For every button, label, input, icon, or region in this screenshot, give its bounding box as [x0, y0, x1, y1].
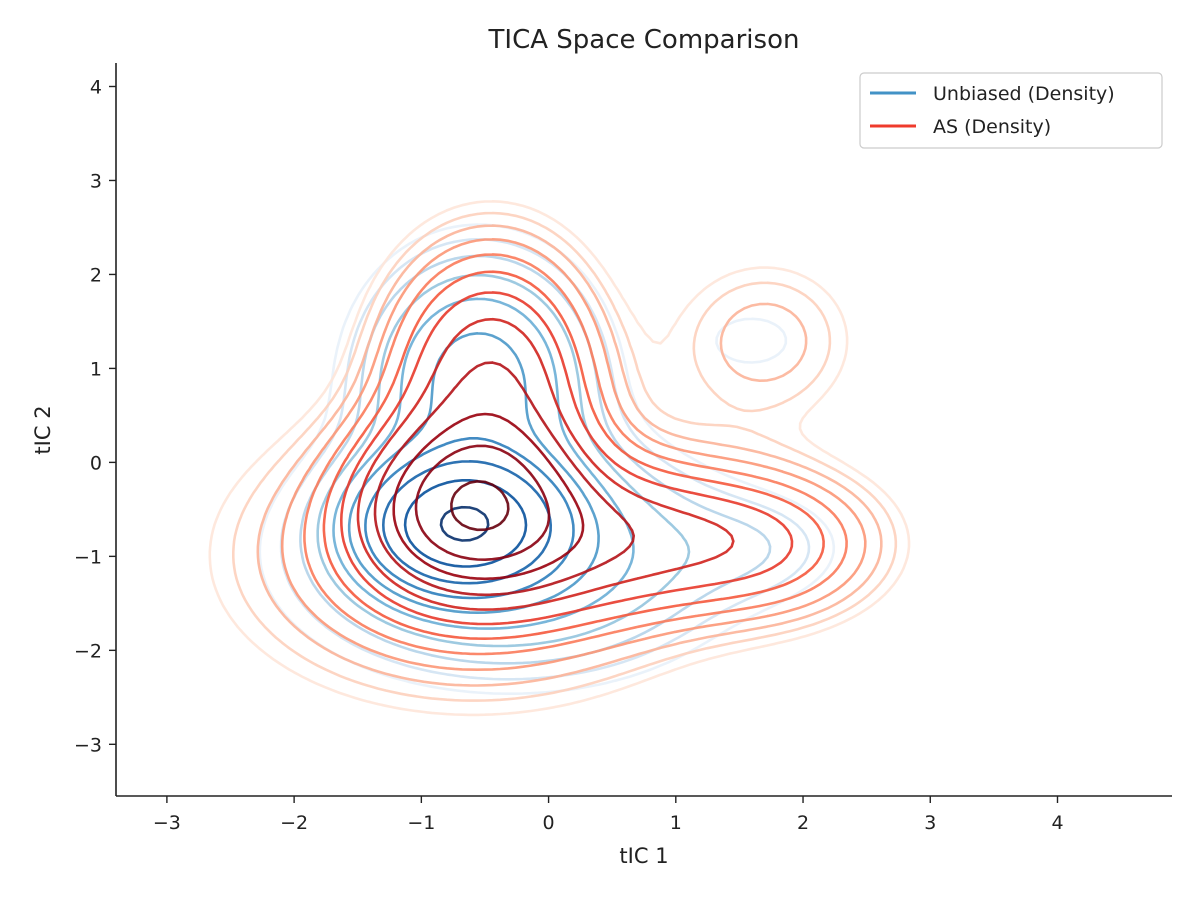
- legend-label: Unbiased (Density): [933, 83, 1115, 105]
- x-tick-label: 1: [670, 812, 682, 834]
- x-axis-label: tIC 1: [619, 844, 668, 868]
- y-tick-label: −2: [74, 640, 102, 662]
- legend-box: [859, 72, 1163, 149]
- y-tick-label: 3: [90, 170, 102, 192]
- contour-level-2: [232, 211, 898, 702]
- contour-level-1: [208, 200, 911, 717]
- x-tick-label: 0: [543, 812, 555, 834]
- x-tick-label: 2: [797, 812, 809, 834]
- x-tick-label: −1: [407, 812, 435, 834]
- y-tick-label: 2: [90, 264, 102, 286]
- y-tick-label: 4: [90, 76, 102, 98]
- y-axis-label: tIC 2: [31, 405, 55, 454]
- contour-level-9: [403, 479, 528, 568]
- contour-level-8: [356, 317, 735, 611]
- x-tick-label: 3: [924, 812, 936, 834]
- contour-level-9: [373, 361, 635, 597]
- contour-series-as: [208, 200, 911, 717]
- contour-level-5: [332, 297, 635, 630]
- contour-level-7: [340, 291, 794, 626]
- y-tick-label: 1: [90, 358, 102, 380]
- contour-level-10: [439, 505, 490, 542]
- chart-title: TICA Space Comparison: [488, 25, 800, 55]
- legend-label: AS (Density): [933, 116, 1051, 138]
- x-tick-label: −3: [153, 812, 181, 834]
- y-tick-label: 0: [90, 452, 102, 474]
- contour-level-10: [392, 412, 585, 581]
- legend: Unbiased (Density) AS (Density): [859, 72, 1163, 149]
- contour-level-3: [256, 224, 883, 687]
- axes: −3 −2 −1 0 1 2 3 4 −3 −2 −1 0 1 2 3 4: [74, 63, 1172, 834]
- contour-level-4: [316, 273, 691, 648]
- contour-level-4: [280, 238, 867, 671]
- contour-level-6: [322, 270, 825, 640]
- contour-layer: [208, 200, 911, 717]
- x-tick-label: −2: [280, 812, 308, 834]
- contour-level-7: [364, 437, 575, 600]
- x-tick-label: 4: [1051, 812, 1063, 834]
- y-tick-label: −1: [74, 546, 102, 568]
- contour-series-unbiased: [258, 223, 836, 695]
- y-tick-label: −3: [74, 734, 102, 756]
- contour-level-5: [303, 253, 848, 656]
- contour-level-12: [450, 480, 510, 532]
- contour-level-11: [414, 444, 551, 561]
